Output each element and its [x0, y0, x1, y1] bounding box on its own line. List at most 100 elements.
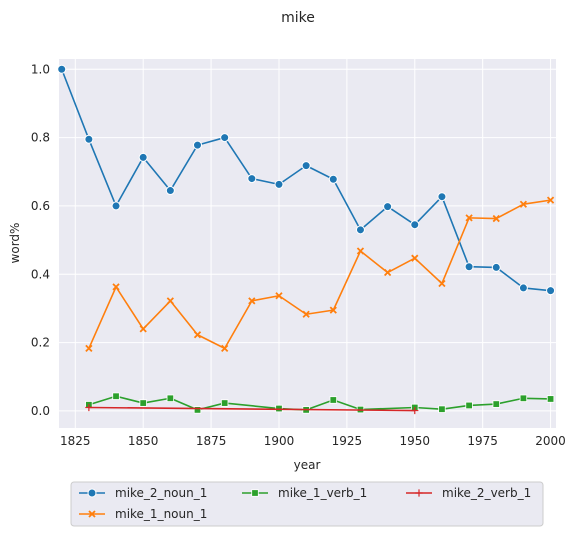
series-mike-2-noun-1: [57, 64, 556, 296]
tick-labels: 1825 1850 1875 1900 1925 1950 1975 2000 0.0 0.2 0.…: [31, 62, 566, 448]
y-tick-label: 0.2: [31, 336, 50, 350]
data-point-mike-2-verb-1: [411, 406, 419, 415]
data-point-mike-2-noun-1: [491, 262, 501, 272]
legend-label: mike_1_noun_1: [115, 507, 207, 521]
data-point-mike-1-verb-1-shape: [465, 401, 473, 410]
legend-marker-shape: [88, 510, 96, 518]
data-point-mike-1-noun-1-shape: [383, 268, 392, 277]
x-tick-label: 1950: [400, 434, 431, 448]
data-point-mike-2-noun-1: [464, 262, 474, 272]
data-point-mike-1-noun-1: [166, 297, 174, 305]
data-point-mike-1-noun-1-shape: [248, 297, 256, 305]
y-tick-label: 0.4: [31, 267, 50, 281]
data-point-mike-1-noun-1-shape: [329, 306, 337, 314]
data-point-mike-2-noun-1: [138, 152, 148, 162]
data-point-mike-1-noun-1-shape: [302, 310, 310, 318]
data-point-mike-2-noun-1-shape: [491, 262, 501, 272]
data-point-mike-2-verb-1-shape: [85, 403, 93, 412]
data-point-mike-1-noun-1: [383, 268, 392, 277]
data-point-mike-2-noun-1: [193, 140, 203, 150]
legend-item-mike-1-verb-1: mike_1_verb_1: [242, 486, 367, 500]
data-point-mike-1-noun-1-shape: [275, 292, 283, 300]
data-point-mike-1-noun-1: [519, 200, 528, 208]
plot-area: [59, 59, 556, 428]
legend-label: mike_1_verb_1: [278, 486, 367, 500]
data-point-mike-1-noun-1-shape: [465, 214, 473, 222]
data-point-mike-1-verb-1: [193, 406, 202, 414]
legend-marker-shape: [87, 488, 97, 498]
data-point-mike-2-noun-1: [274, 179, 284, 189]
x-tick-label: 1925: [332, 434, 363, 448]
data-point-mike-1-noun-1: [438, 279, 446, 288]
data-point-mike-2-noun-1: [111, 201, 121, 211]
data-point-mike-1-verb-1: [438, 405, 446, 413]
y-tick-label: 0.8: [31, 131, 50, 145]
legend-marker-shape: [415, 489, 423, 497]
data-point-mike-2-noun-1-shape: [84, 134, 94, 144]
data-point-mike-1-verb-1-shape: [166, 394, 175, 402]
data-point-mike-2-noun-1: [410, 220, 420, 230]
data-point-mike-1-verb-1-shape: [438, 405, 446, 413]
data-point-mike-2-noun-1-shape: [301, 161, 311, 171]
data-point-mike-1-noun-1: [275, 292, 283, 300]
legend-marker: [415, 489, 423, 497]
data-point-mike-1-noun-1: [411, 254, 419, 262]
data-point-mike-1-verb-1: [329, 396, 338, 404]
data-point-mike-1-verb-1-shape: [220, 399, 229, 407]
data-point-mike-1-noun-1-shape: [112, 283, 120, 291]
data-point-mike-1-noun-1: [329, 306, 337, 314]
data-point-mike-1-noun-1: [302, 310, 310, 318]
data-point-mike-1-verb-1-shape: [139, 399, 147, 407]
data-point-mike-2-noun-1: [518, 283, 528, 293]
x-axis-label: year: [294, 458, 321, 472]
data-point-mike-1-verb-1: [546, 395, 555, 403]
x-tick-label: 1850: [128, 434, 159, 448]
data-point-mike-1-verb-1: [492, 400, 500, 408]
data-point-mike-2-noun-1-shape: [138, 152, 148, 162]
data-point-mike-2-noun-1: [84, 134, 94, 144]
y-tick-label: 0.6: [31, 199, 50, 213]
data-point-mike-2-noun-1-shape: [247, 174, 257, 184]
data-point-mike-2-noun-1-shape: [355, 225, 365, 235]
series-line-mike-2-verb-1: [88, 406, 415, 412]
data-point-mike-1-verb-1-shape: [519, 394, 528, 402]
x-tick-label: 1900: [264, 434, 295, 448]
data-point-mike-1-noun-1-shape: [166, 297, 174, 305]
data-point-mike-2-noun-1: [220, 133, 230, 143]
legend-marker-shape: [251, 489, 259, 497]
data-point-mike-1-noun-1: [546, 196, 555, 204]
data-point-mike-1-verb-1: [139, 399, 147, 407]
data-point-mike-2-noun-1-shape: [111, 201, 121, 211]
data-point-mike-2-noun-1: [546, 286, 556, 296]
x-tick-label: 1825: [60, 434, 91, 448]
series-line-mike-1-noun-1: [88, 199, 551, 350]
data-point-mike-2-noun-1: [355, 225, 365, 235]
series-mike-1-noun-1: [85, 196, 555, 353]
data-point-mike-2-noun-1: [57, 64, 67, 74]
data-point-mike-1-verb-1-shape: [112, 392, 120, 400]
x-tick-label: 2000: [535, 434, 566, 448]
legend-item-mike-2-noun-1: mike_2_noun_1: [79, 486, 207, 500]
grid-lines: [59, 59, 556, 428]
y-axis-label: word%: [8, 223, 22, 264]
data-point-mike-1-noun-1-shape: [356, 247, 365, 255]
data-point-mike-1-noun-1: [465, 214, 473, 222]
data-point-mike-2-noun-1-shape: [328, 174, 338, 184]
legend-marker: [87, 488, 97, 498]
data-point-mike-1-noun-1: [112, 283, 120, 291]
legend-label: mike_2_verb_1: [442, 486, 531, 500]
data-point-mike-1-noun-1-shape: [519, 200, 528, 208]
data-point-mike-1-verb-1: [465, 401, 473, 410]
legend: mike_2_noun_1 mike_1_verb_1 mike_2_verb_1m…: [70, 481, 544, 527]
y-tick-label: 1.0: [31, 62, 50, 76]
data-point-mike-1-verb-1: [166, 394, 175, 402]
data-point-mike-1-verb-1-shape: [546, 395, 555, 403]
data-point-mike-2-verb-1-shape: [411, 406, 419, 415]
data-point-mike-1-noun-1: [492, 214, 500, 223]
data-point-mike-1-noun-1-shape: [221, 344, 229, 353]
data-point-mike-1-verb-1: [112, 392, 120, 400]
series-layer: [57, 64, 556, 415]
x-tick-label: 1875: [196, 434, 227, 448]
